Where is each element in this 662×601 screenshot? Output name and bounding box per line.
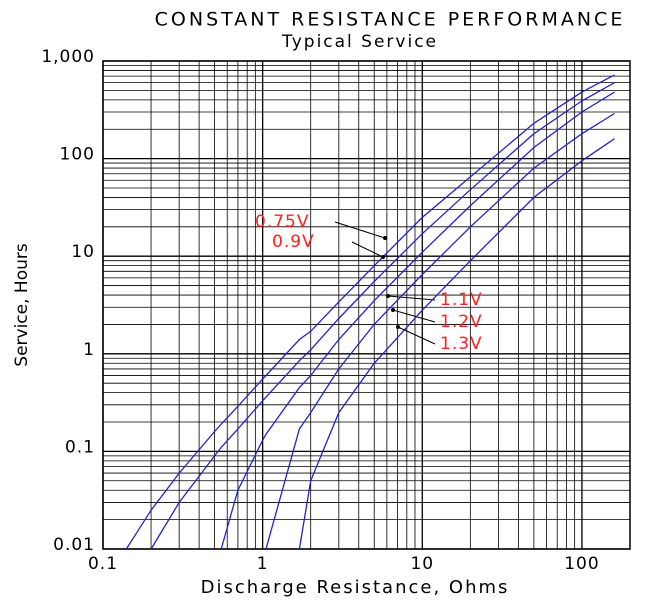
- leader-line: [397, 326, 436, 345]
- leader-arrow: [386, 294, 390, 298]
- leader-arrow: [396, 325, 400, 329]
- y-tick-label: 0.1: [65, 437, 95, 457]
- leader-line: [387, 295, 436, 301]
- y-tick-label: 0.01: [53, 535, 95, 555]
- series-label: 1.3V: [440, 334, 483, 354]
- y-tick-label: 10: [71, 242, 95, 262]
- y-tick-label: 100: [60, 145, 95, 165]
- y-tick-label: 1: [83, 340, 95, 360]
- leader-arrow: [383, 236, 387, 240]
- series-label: 1.2V: [440, 312, 483, 332]
- leader-arrow: [381, 255, 385, 259]
- y-axis-label: Service, Hours: [12, 243, 32, 367]
- series-label: 0.75V: [255, 212, 309, 232]
- x-tick-label: 10: [410, 554, 434, 574]
- series-line: [150, 82, 615, 550]
- series-label: 1.1V: [440, 290, 483, 310]
- chart-subtitle: Typical Service: [281, 32, 438, 52]
- plot-frame: [102, 60, 631, 550]
- leader-line: [392, 309, 436, 323]
- leader-arrow: [391, 308, 395, 312]
- leader-line: [351, 241, 384, 258]
- series-line: [298, 138, 615, 550]
- series-line: [220, 91, 615, 550]
- y-tick-label: 1,000: [41, 47, 95, 67]
- chart-title: CONSTANT RESISTANCE PERFORMANCE: [155, 9, 626, 31]
- series-line: [265, 112, 615, 550]
- series-line: [125, 74, 615, 550]
- x-axis-label: Discharge Resistance, Ohms: [201, 577, 510, 598]
- series-label: 0.9V: [272, 232, 315, 252]
- x-tick-label: 0.1: [88, 554, 118, 574]
- x-tick-label: 1: [257, 554, 269, 574]
- leader-line: [334, 221, 386, 239]
- x-tick-label: 100: [564, 554, 599, 574]
